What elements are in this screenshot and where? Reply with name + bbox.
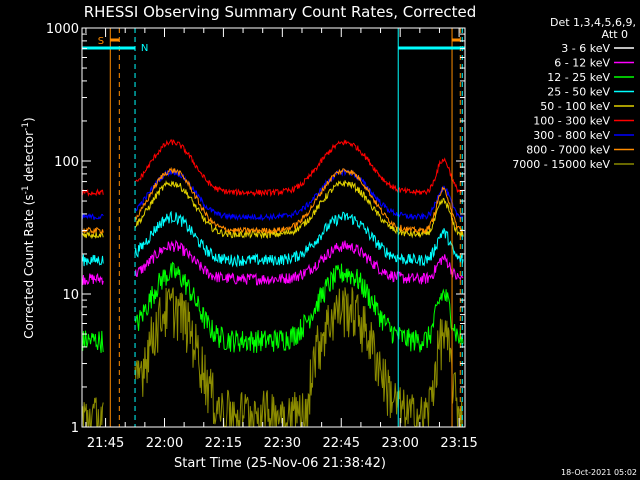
chart-title: RHESSI Observing Summary Count Rates, Co…: [84, 3, 477, 21]
plot-frame: [81, 27, 466, 428]
x-tick-label: 23:15: [440, 436, 477, 451]
series-line: [81, 180, 464, 240]
y-tick-label: 10: [62, 288, 79, 303]
legend-label: 25 - 50 keV: [547, 86, 610, 99]
y-axis-label-end: ): [22, 117, 36, 122]
y-axis-label-main: Corrected Count Rate (s: [22, 194, 36, 338]
y-axis: 1 10 100 1000: [46, 22, 465, 436]
series-line: [81, 287, 464, 428]
timestamp: 18-Oct-2021 05:02: [561, 468, 637, 477]
legend-label: 7000 - 15000 keV: [512, 158, 610, 171]
legend: Det 1,3,4,5,6,9, Att 0 3 - 6 keV 6 - 12 k…: [512, 16, 636, 171]
x-axis-label: Start Time (25-Nov-06 21:38:42): [174, 456, 386, 471]
legend-header-2: Att 0: [602, 28, 628, 41]
night-label: N: [141, 43, 148, 54]
series-line: [81, 210, 464, 268]
y-tick-label: 1: [71, 421, 79, 436]
legend-label: 6 - 12 keV: [554, 57, 610, 70]
series-line: [81, 168, 464, 222]
x-tick-label: 21:45: [87, 436, 124, 451]
legend-label: 12 - 25 keV: [547, 71, 610, 84]
series-line: [81, 261, 464, 353]
y-axis-label: Corrected Count Rate (s-1 detector-1): [21, 117, 36, 338]
legend-label: 100 - 300 keV: [533, 115, 610, 128]
legend-label: 800 - 7000 keV: [526, 144, 610, 157]
series-line: [81, 138, 464, 198]
x-tick-label: 22:45: [323, 436, 360, 451]
legend-label: 300 - 800 keV: [533, 129, 610, 142]
series-line: [81, 166, 464, 235]
x-tick-label: 22:30: [264, 436, 301, 451]
legend-header-1: Det 1,3,4,5,6,9,: [550, 16, 636, 29]
y-tick-label: 100: [54, 155, 79, 170]
y-axis-label-sup1: -1: [21, 185, 31, 194]
saa-label: S: [98, 36, 104, 47]
x-tick-label: 22:00: [146, 436, 183, 451]
legend-label: 3 - 6 keV: [561, 42, 610, 55]
marker-layer: SN: [82, 28, 465, 427]
y-tick-label: 1000: [46, 22, 79, 37]
x-axis: 21:45 22:00 22:15 22:30 22:45 23:00 23:15: [85, 28, 478, 451]
x-tick-label: 23:00: [381, 436, 418, 451]
series-line: [81, 239, 464, 286]
series-layer: [81, 138, 464, 428]
y-axis-label-mid: detector: [22, 131, 36, 186]
y-axis-label-sup2: -1: [21, 122, 31, 131]
x-tick-label: 22:15: [205, 436, 242, 451]
legend-label: 50 - 100 keV: [540, 100, 610, 113]
